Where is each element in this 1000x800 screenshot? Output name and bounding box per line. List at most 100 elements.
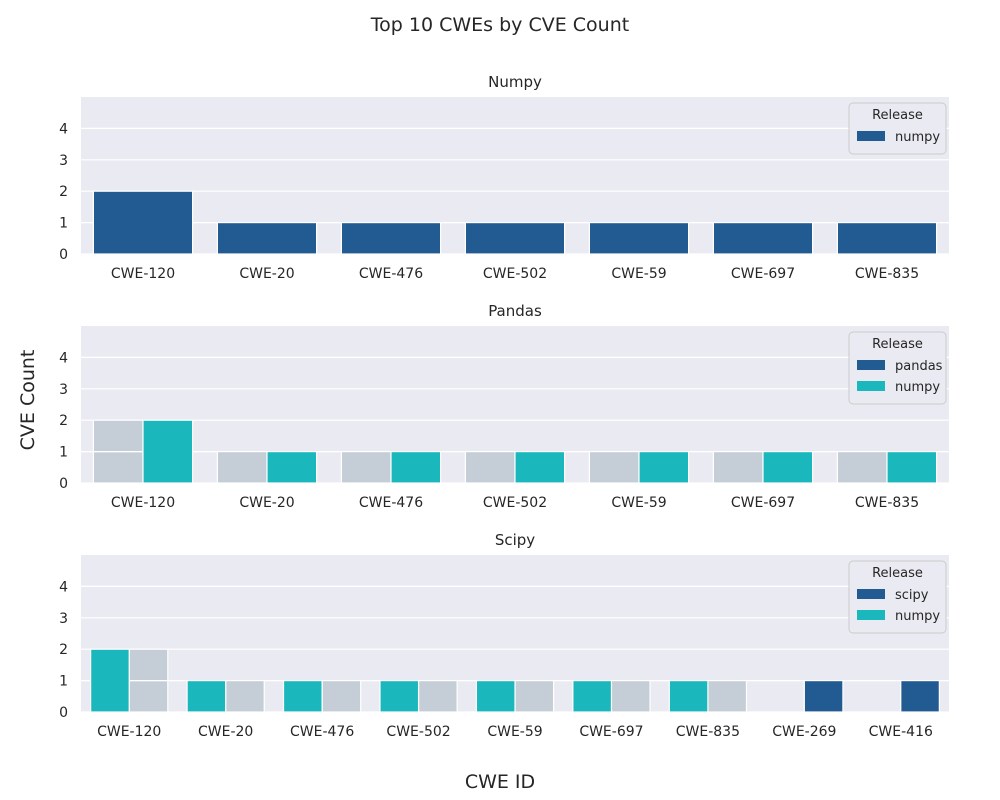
panel-0-ytick-0: 0 [59, 247, 68, 263]
panel-2-bar-numpy-cwe-59 [475, 679, 516, 713]
panel-1-xtick-1: CWE-20 [239, 495, 294, 511]
panel-1-xtick-4: CWE-59 [611, 495, 666, 511]
panel-0-legend-swatch-numpy [857, 131, 885, 141]
panel-1-ghost-bar-1-0 [216, 451, 268, 484]
panel-0-ytick-3: 3 [59, 153, 68, 169]
panel-0-bar-numpy-cwe-20 [216, 222, 318, 255]
panel-2-legend: Release scipy numpy [848, 560, 947, 634]
panel-2: 0 1 2 3 4 Scipy CWE-120 CWE-20 CWE-476 CWE-502 CWE… [59, 531, 949, 740]
panel-1-legend-swatch-pandas [857, 360, 885, 370]
panel-2-ytick-1: 1 [59, 674, 68, 690]
panel-0-bar-numpy-cwe-502 [464, 222, 566, 255]
panel-2-legend-swatch-numpy [857, 610, 885, 620]
panel-1-legend-title: Release [872, 337, 923, 352]
panel-0-legend: Release numpy [848, 102, 947, 155]
panel-1-ghost-bar-6-0 [836, 451, 888, 484]
panel-1-xtick-3: CWE-502 [483, 495, 547, 511]
panel-2-xtick-1: CWE-20 [198, 724, 253, 740]
panel-2-xtick-3: CWE-502 [386, 724, 450, 740]
panel-1-ghost-bar-2-0 [340, 451, 392, 484]
panel-0-xtick-4: CWE-59 [611, 266, 666, 282]
panel-0-title: Numpy [488, 73, 542, 91]
panel-0-bar-numpy-cwe-835 [836, 222, 938, 255]
panel-2-ghost-bar-2-0 [321, 679, 362, 713]
panel-2-legend-swatch-scipy [857, 589, 885, 599]
panel-1-legend-label-pandas: pandas [895, 359, 943, 374]
panel-1-ytick-1: 1 [59, 445, 68, 461]
panel-1-ghost-bar-5-0 [712, 451, 764, 484]
panel-2-bar-numpy-cwe-835 [668, 679, 709, 713]
panel-1-bar-numpy-cwe-835 [886, 451, 938, 484]
panel-2-legend-label-scipy: scipy [895, 588, 929, 603]
panel-0-ytick-1: 1 [59, 216, 68, 232]
panel-2-xtick-0: CWE-120 [97, 724, 161, 740]
panel-2-legend-label-numpy: numpy [895, 609, 940, 624]
panel-0-legend-label-numpy: numpy [895, 130, 940, 145]
panel-2-bar-numpy-cwe-502 [379, 679, 420, 713]
panel-0: 0 1 2 3 4 Numpy CWE-120 CWE-20 CWE-476 CWE-502 CWE… [59, 73, 949, 282]
panel-2-ghost-bar-6-0 [707, 679, 748, 713]
panel-0-legend-title: Release [872, 108, 923, 123]
panel-2-ghost-bar-5-0 [610, 679, 651, 713]
panel-2-xtick-4: CWE-59 [487, 724, 542, 740]
panel-2-ghost-bar-1-0 [225, 679, 265, 713]
panel-1-bar-numpy-cwe-476 [390, 451, 442, 484]
panel-1-ytick-2: 2 [59, 413, 68, 429]
panel-0-ytick-2: 2 [59, 184, 68, 200]
panel-2-ghost-bar-0-0 [128, 679, 169, 713]
panel-1-title: Pandas [488, 302, 542, 320]
panel-1-ghost-bar-4-0 [588, 451, 640, 484]
panel-0-bar-numpy-cwe-59 [588, 222, 690, 255]
panel-1-bar-numpy-cwe-120 [142, 419, 194, 484]
panel-2-bar-numpy-cwe-20 [186, 679, 227, 713]
panel-2-bar-scipy-cwe-269 [803, 679, 844, 713]
x-axis-label: CWE ID [465, 771, 535, 793]
panel-2-bar-numpy-cwe-697 [572, 679, 613, 713]
panel-0-xtick-2: CWE-476 [359, 266, 423, 282]
panel-2-xtick-2: CWE-476 [290, 724, 354, 740]
panel-0-xtick-0: CWE-120 [111, 266, 175, 282]
panel-2-ghost-bar-3-0 [417, 679, 458, 713]
panel-2-bar-numpy-cwe-120 [90, 648, 130, 713]
y-axis-label: CVE Count [17, 350, 39, 451]
panel-2-xtick-8: CWE-416 [869, 724, 933, 740]
panel-2-ytick-2: 2 [59, 642, 68, 658]
panel-0-legend-frame [848, 102, 947, 155]
panel-2-ytick-3: 3 [59, 611, 68, 627]
subplots: 0 1 2 3 4 Numpy CWE-120 CWE-20 CWE-476 CWE-502 CWE… [59, 73, 949, 740]
panel-1-ytick-0: 0 [59, 476, 68, 492]
panel-1: 0 1 2 3 4 Pandas CWE-120 CWE-20 CWE-476 CWE-502 CW… [59, 302, 949, 511]
panel-1-xtick-2: CWE-476 [359, 495, 423, 511]
panel-0-ytick-4: 4 [59, 121, 68, 137]
panel-1-bar-numpy-cwe-697 [762, 451, 814, 484]
panel-2-legend-title: Release [872, 566, 923, 581]
panel-1-ytick-4: 4 [59, 350, 68, 366]
panel-1-legend: Release pandas numpy [848, 331, 947, 405]
panel-1-xtick-6: CWE-835 [855, 495, 919, 511]
panel-2-bar-numpy-cwe-476 [282, 679, 323, 713]
panel-0-xtick-6: CWE-835 [855, 266, 919, 282]
panel-1-xtick-5: CWE-697 [731, 495, 795, 511]
panel-1-bar-numpy-cwe-59 [638, 451, 690, 484]
panel-1-ghost-bar-0-0 [92, 451, 144, 484]
panel-1-legend-swatch-numpy [857, 381, 885, 391]
panel-2-ytick-0: 0 [59, 705, 68, 721]
panel-0-xtick-5: CWE-697 [731, 266, 795, 282]
panel-2-ghost-bar-0-1 [128, 648, 169, 682]
panel-1-legend-label-numpy: numpy [895, 380, 940, 395]
panel-2-xtick-5: CWE-697 [579, 724, 643, 740]
panel-0-xtick-1: CWE-20 [239, 266, 294, 282]
panel-2-title: Scipy [495, 531, 535, 549]
panel-0-bar-numpy-cwe-120 [92, 190, 194, 255]
panel-1-ghost-bar-0-1 [92, 419, 144, 453]
panel-0-bar-numpy-cwe-697 [712, 222, 814, 255]
panel-1-ytick-3: 3 [59, 382, 68, 398]
panel-2-xtick-6: CWE-835 [676, 724, 740, 740]
chart-title: Top 10 CWEs by CVE Count [370, 14, 629, 36]
panel-2-bar-scipy-cwe-416 [900, 679, 940, 713]
panel-1-ghost-bar-3-0 [464, 451, 516, 484]
panel-2-ytick-4: 4 [59, 579, 68, 595]
panel-1-bar-numpy-cwe-502 [514, 451, 566, 484]
panel-1-xtick-0: CWE-120 [111, 495, 175, 511]
panel-1-bar-numpy-cwe-20 [266, 451, 318, 484]
